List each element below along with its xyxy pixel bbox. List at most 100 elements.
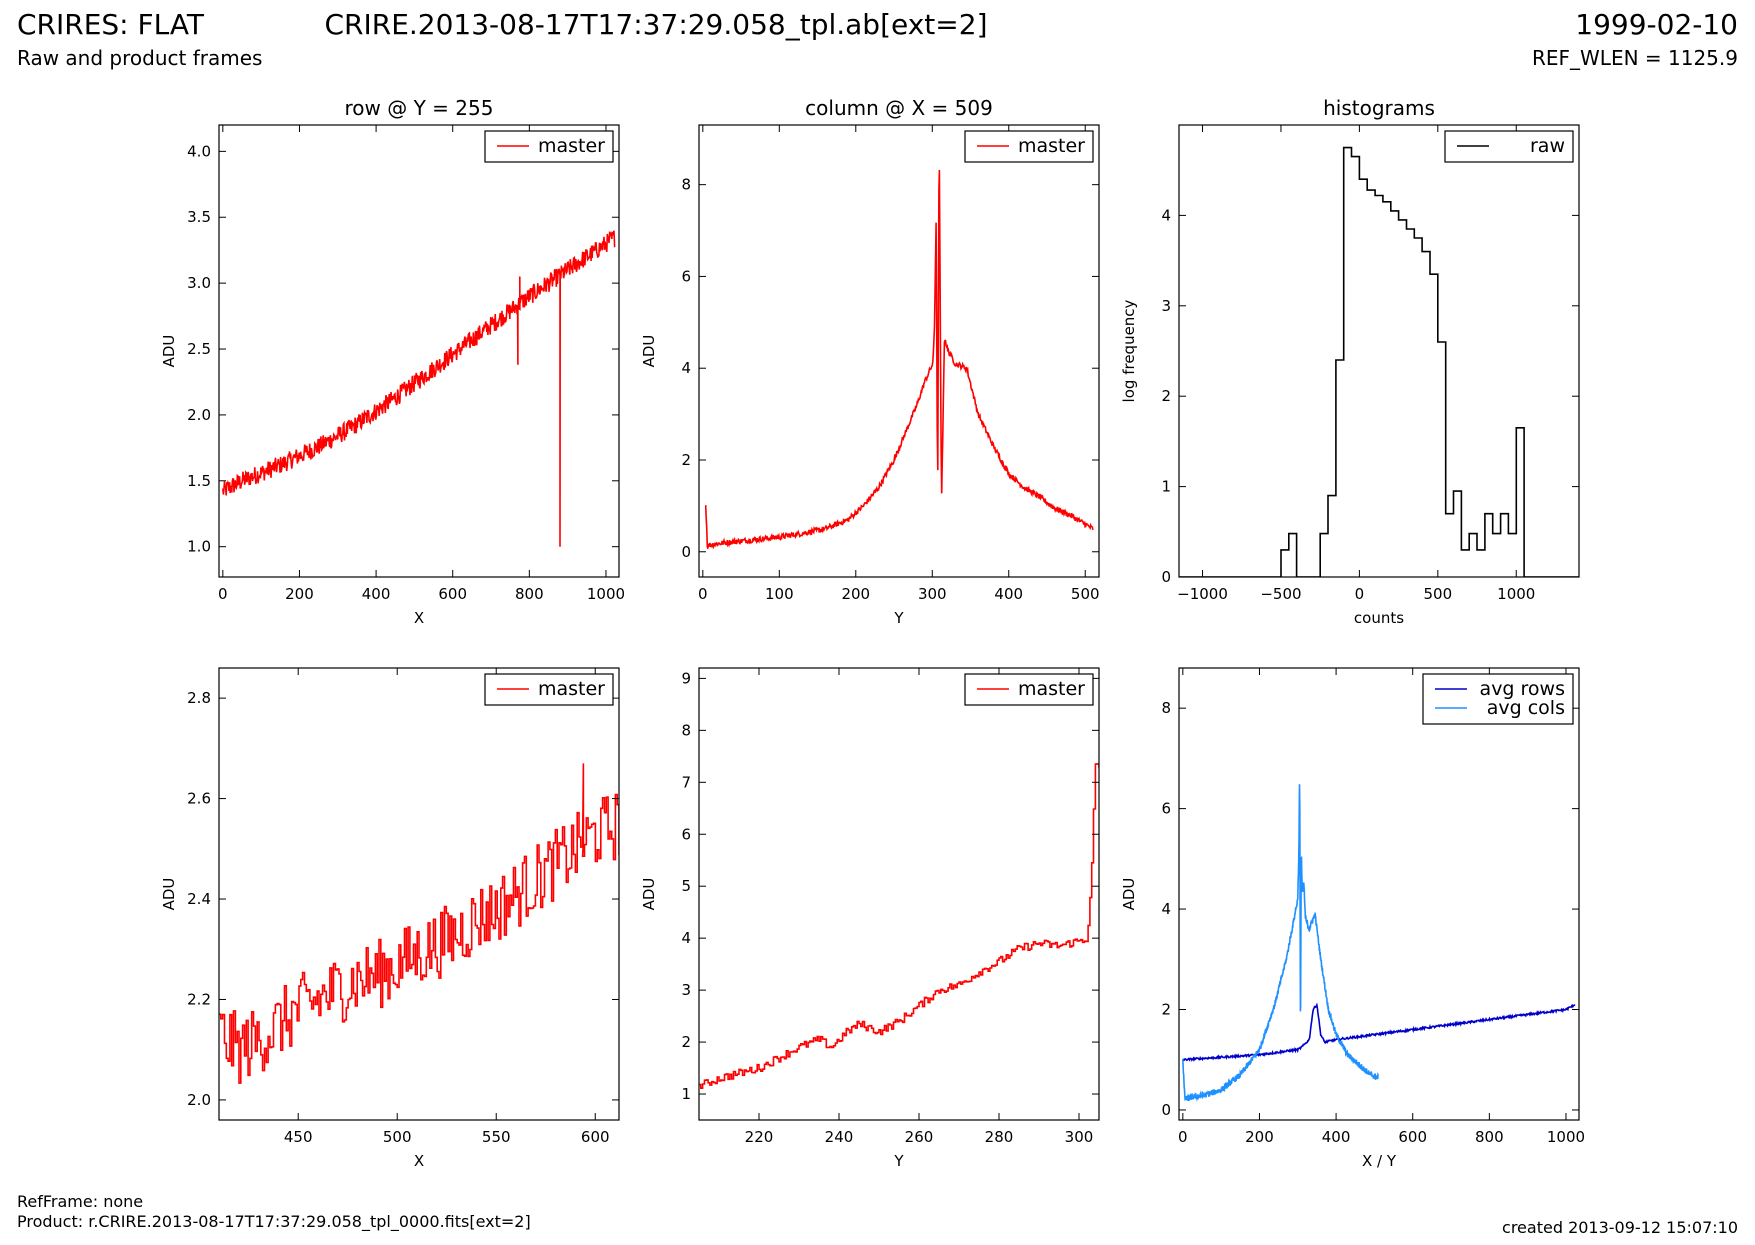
x-tick-label: 400 [362, 585, 391, 603]
y-axis-label: ADU [640, 878, 658, 911]
plot-frame [218, 124, 620, 578]
page-title: CRIRES: FLAT [17, 8, 204, 41]
y-tick-label: 3.5 [187, 208, 211, 226]
x-tick-label: 0 [1355, 585, 1365, 603]
y-tick-label: 2.8 [187, 689, 211, 707]
y-tick-label: 2.6 [187, 790, 211, 808]
x-tick-label: 0 [698, 585, 708, 603]
series-line-master [219, 763, 619, 1084]
y-tick-label: 2 [1161, 1001, 1171, 1019]
x-tick-label: −1000 [1177, 585, 1228, 603]
chart-panel-5: 220 240 260 280 300 1 2 3 4 5 6 7 8 9 Y ADU master [640, 667, 1100, 1170]
product-label: Product: r.CRIRE.2013-08-17T17:37:29.058… [17, 1212, 531, 1231]
y-tick-label: 1 [681, 1085, 691, 1103]
legend: master [964, 130, 1094, 163]
plot-frame [1178, 124, 1580, 578]
chart-panel-3: −1000 −500 0 500 1000 0 1 2 3 4 counts log frequenc… [1120, 96, 1580, 627]
y-tick-label: 2.4 [187, 890, 211, 908]
y-tick-label: 2.2 [187, 990, 211, 1008]
x-tick-label: 800 [1475, 1128, 1504, 1146]
x-axis-label: Y [893, 1152, 904, 1170]
x-tick-label: 300 [918, 585, 947, 603]
y-tick-label: 8 [681, 176, 691, 194]
y-tick-label: 2.0 [187, 1091, 211, 1109]
y-tick-label: 2.0 [187, 406, 211, 424]
y-axis-label: ADU [160, 335, 178, 368]
legend-label: master [538, 135, 605, 157]
legend: master [964, 673, 1094, 706]
y-tick-label: 3 [1161, 297, 1171, 315]
y-tick-label: 2 [681, 451, 691, 469]
observation-date: 1999-02-10 [1575, 8, 1738, 41]
x-tick-label: 220 [745, 1128, 774, 1146]
plot-frame [698, 667, 1100, 1121]
series-line-avg-cols [1182, 784, 1379, 1102]
page-subtitle: Raw and product frames [17, 46, 263, 70]
y-tick-label: 6 [1161, 800, 1171, 818]
y-tick-label: 4 [681, 359, 691, 377]
legend-box [484, 130, 614, 163]
y-axis-label: ADU [640, 335, 658, 368]
y-tick-label: 2 [681, 1033, 691, 1051]
y-tick-label: 8 [1161, 699, 1171, 717]
x-tick-label: 500 [1071, 585, 1100, 603]
x-tick-label: 400 [1322, 1128, 1351, 1146]
y-tick-label: 0 [1161, 1101, 1171, 1119]
plot-frame [218, 667, 620, 1121]
y-tick-label: 4.0 [187, 142, 211, 160]
y-tick-label: 0 [1161, 568, 1171, 586]
series-line-master [222, 230, 616, 547]
series-line-master [699, 763, 1099, 1089]
x-tick-label: 0 [218, 585, 228, 603]
series-line-raw [1179, 146, 1579, 577]
x-tick-label: 450 [284, 1128, 313, 1146]
chart-panel-4: 450 500 550 600 2.0 2.2 2.4 2.6 2.8 X ADU master [160, 667, 620, 1170]
x-tick-label: 100 [765, 585, 794, 603]
x-tick-label: 280 [985, 1128, 1014, 1146]
legend-label: avg cols [1487, 697, 1565, 719]
x-tick-label: 200 [841, 585, 870, 603]
y-tick-label: 4 [1161, 206, 1171, 224]
y-tick-label: 7 [681, 773, 691, 791]
y-tick-label: 8 [681, 721, 691, 739]
x-tick-label: 200 [285, 585, 314, 603]
x-tick-label: 260 [905, 1128, 934, 1146]
legend: master [484, 130, 614, 163]
x-tick-label: 500 [1424, 585, 1453, 603]
x-tick-label: 800 [515, 585, 544, 603]
chart-title: column @ X = 509 [805, 96, 993, 120]
x-tick-label: 400 [994, 585, 1023, 603]
x-axis-label: X [414, 609, 424, 627]
x-tick-label: 1000 [587, 585, 625, 603]
chart-panel-6: 0 200 400 600 800 1000 0 2 4 6 8 X / Y ADU avg rowsav… [1120, 667, 1585, 1170]
x-axis-label: counts [1354, 609, 1404, 627]
frame-title: CRIRE.2013-08-17T17:37:29.058_tpl.ab[ext… [324, 8, 988, 41]
y-axis-label: ADU [160, 878, 178, 911]
y-tick-label: 0 [681, 543, 691, 561]
y-tick-label: 1 [1161, 478, 1171, 496]
y-axis-label: log frequency [1120, 299, 1138, 402]
plot-frame [698, 124, 1100, 578]
series-line-avg-rows [1182, 1002, 1576, 1063]
x-axis-label: X [414, 1152, 424, 1170]
chart-panel-2: 0 100 200 300 400 500 0 2 4 6 8 Y ADU column @ X = 50… [640, 96, 1100, 627]
chart-title: histograms [1323, 96, 1435, 120]
plot-frame [1178, 667, 1580, 1121]
x-tick-label: −500 [1260, 585, 1301, 603]
x-tick-label: 240 [825, 1128, 854, 1146]
legend-label: master [1018, 678, 1085, 700]
y-tick-label: 3 [681, 981, 691, 999]
y-tick-label: 1.0 [187, 538, 211, 556]
created-timestamp: created 2013-09-12 15:07:10 [1502, 1218, 1738, 1237]
legend-label: avg rows [1480, 678, 1565, 700]
ref-frame-label: RefFrame: none [17, 1192, 144, 1211]
legend: raw [1444, 130, 1574, 163]
legend-label: master [1018, 135, 1085, 157]
legend: master [484, 673, 614, 706]
x-axis-label: X / Y [1362, 1152, 1397, 1170]
x-tick-label: 600 [438, 585, 467, 603]
y-tick-label: 1.5 [187, 472, 211, 490]
chart-panel-1: 0 200 400 600 800 1000 1.0 1.5 2.0 2.5 3.0 3.5 4.0 X A… [160, 96, 625, 627]
